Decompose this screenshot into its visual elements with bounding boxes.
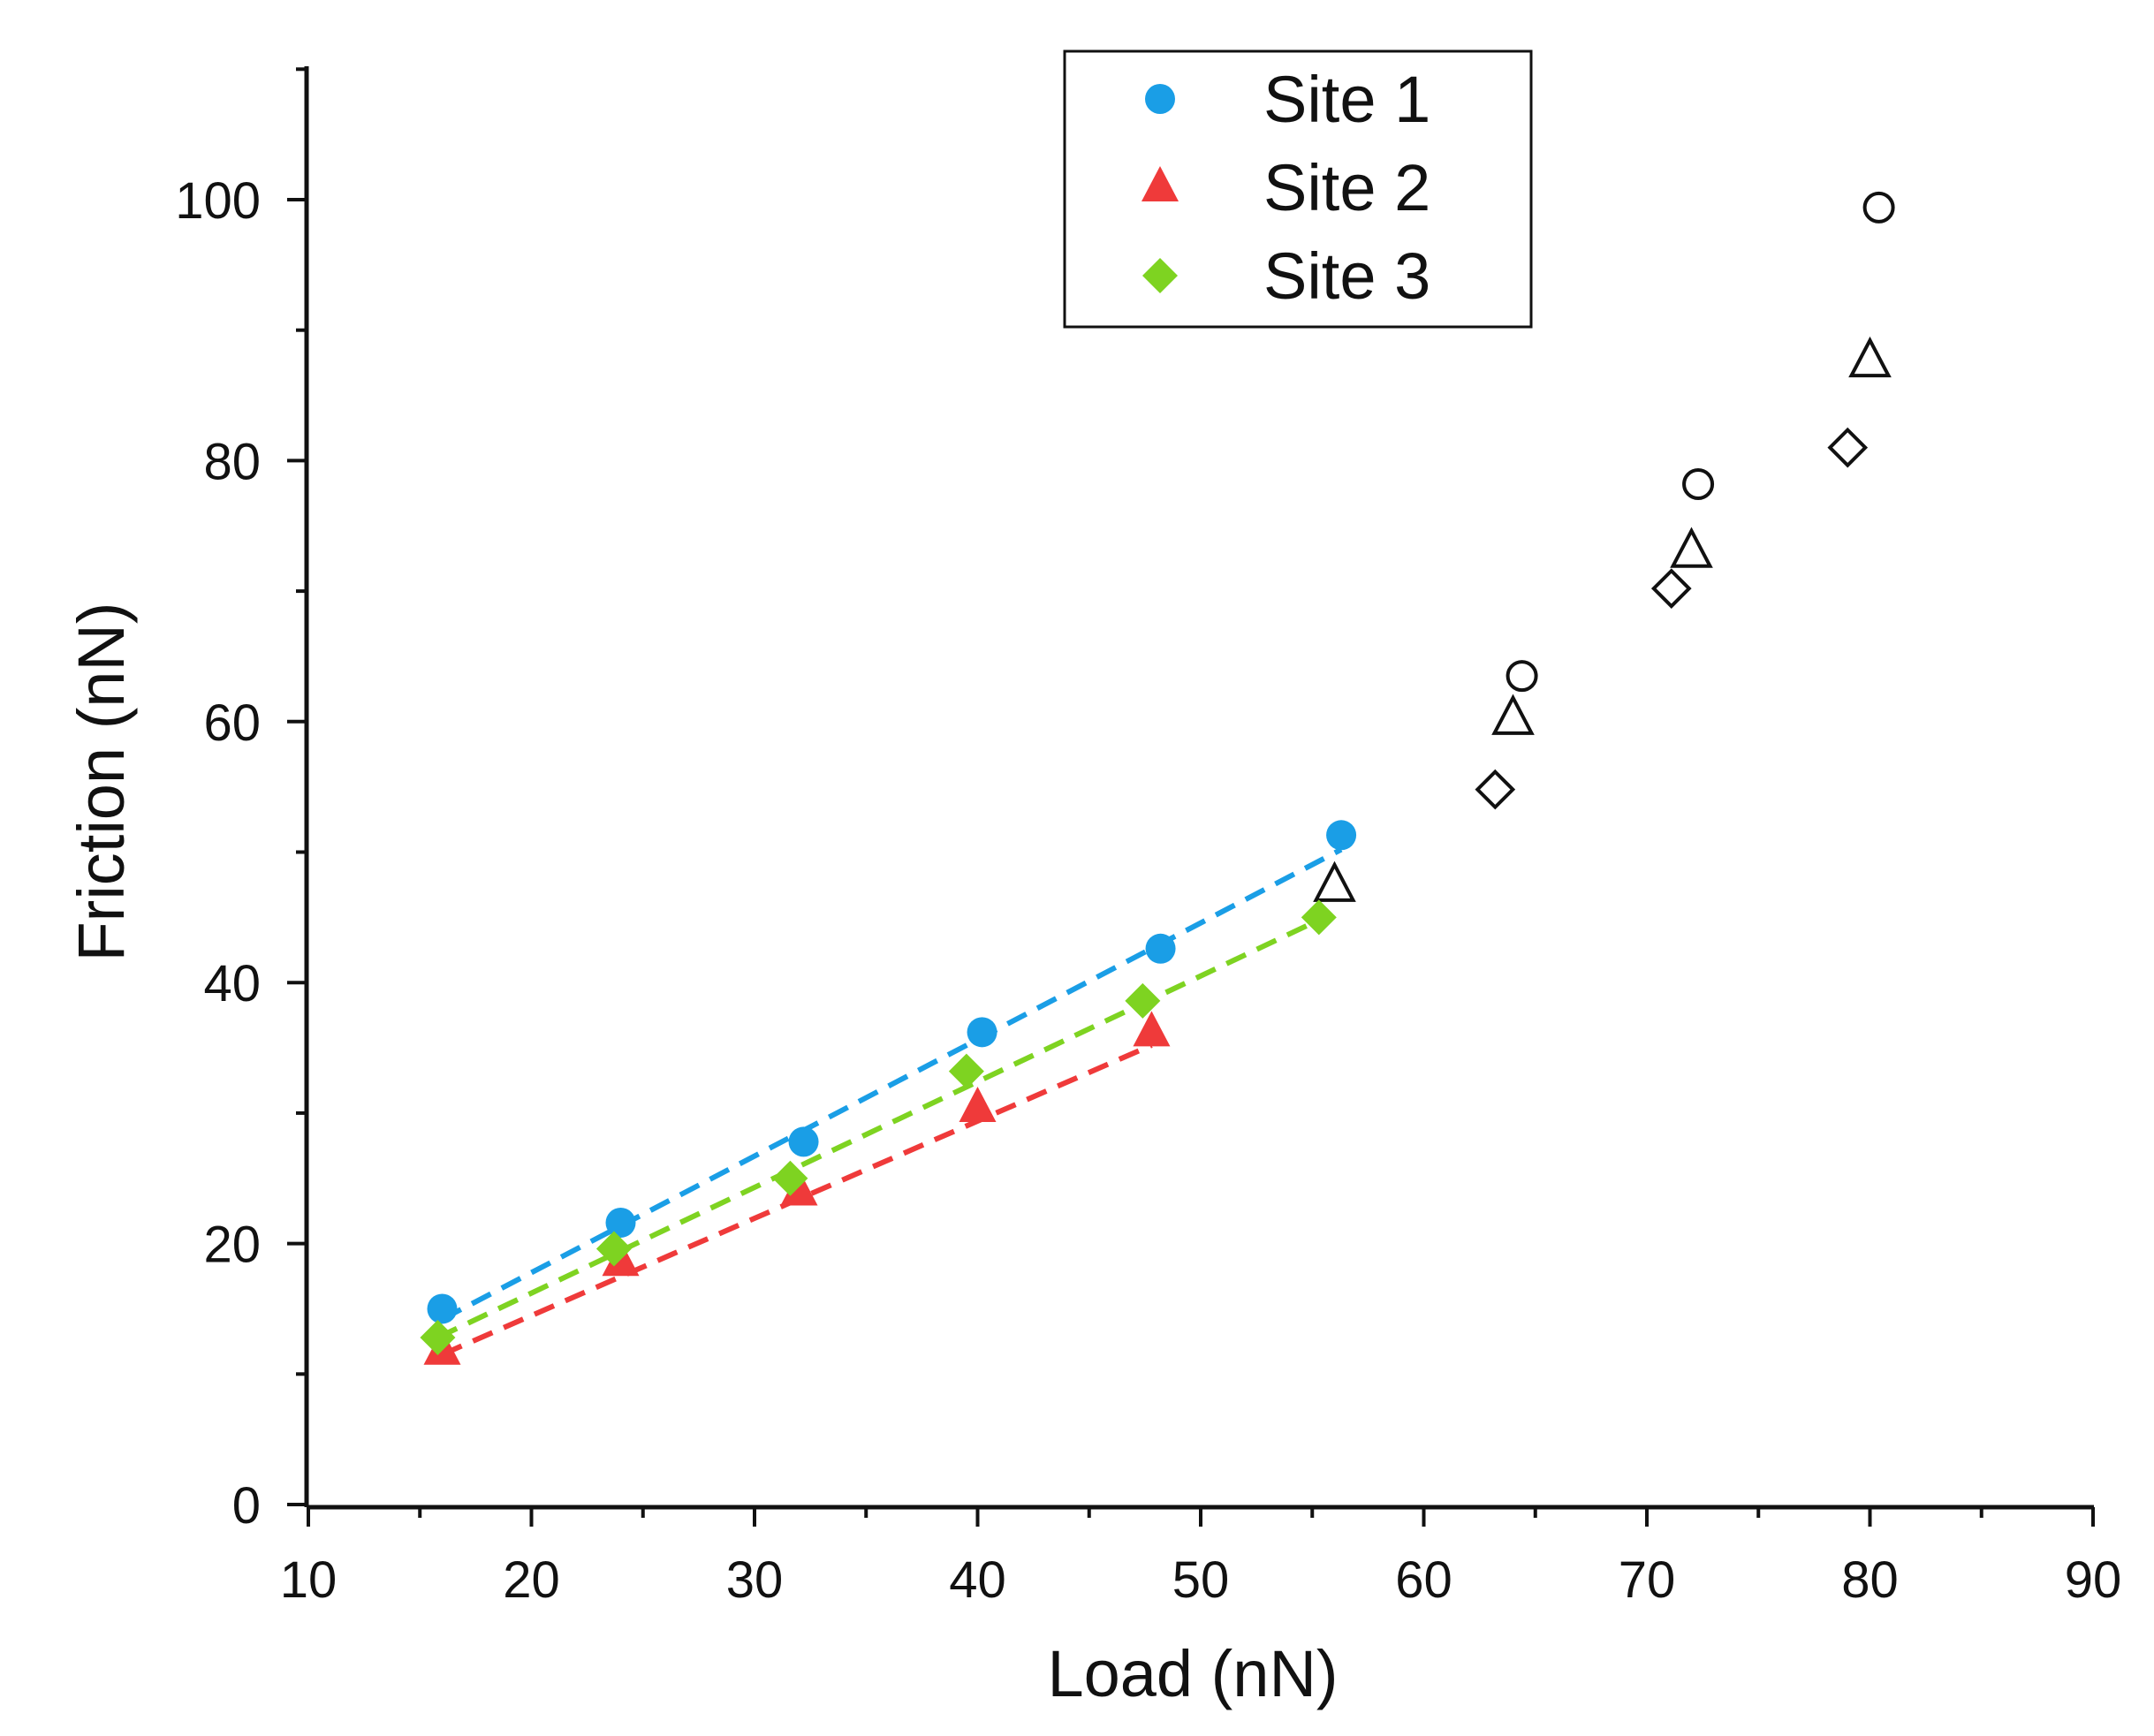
open-point-diamond <box>1827 427 1869 468</box>
x-tick-label: 40 <box>949 1551 1006 1609</box>
legend-marker-circle <box>1145 84 1175 114</box>
y-tick-label: 100 <box>175 172 261 230</box>
y-tick-label: 0 <box>232 1477 261 1535</box>
open-point-triangle <box>1491 694 1535 735</box>
y-tick-label: 20 <box>203 1217 261 1274</box>
x-tick-label: 90 <box>2065 1551 2122 1609</box>
legend-label: Site 1 <box>1263 63 1430 136</box>
data-point-triangle <box>780 1170 818 1206</box>
x-tick-label: 30 <box>726 1551 784 1609</box>
open-point-diamond <box>1475 769 1516 810</box>
data-points <box>420 191 1895 1365</box>
legend: Site 1 Site 2 Site 3 <box>1063 49 1533 329</box>
data-point-diamond <box>772 1160 808 1196</box>
x-axis-title: Load (nN) <box>1047 1637 1338 1710</box>
x-tick-label: 60 <box>1395 1551 1452 1609</box>
data-point-circle <box>427 1293 458 1324</box>
y-tick-label: 40 <box>203 955 261 1012</box>
x-tick-label: 10 <box>280 1551 338 1609</box>
data-point-triangle <box>959 1086 997 1122</box>
data-point-diamond <box>595 1231 632 1267</box>
open-point-circle <box>1682 467 1715 500</box>
open-point-circle <box>1506 660 1538 693</box>
x-tick-label: 50 <box>1172 1551 1230 1609</box>
data-point-triangle <box>1133 1011 1171 1047</box>
tick-labels: 10 20 30 40 50 60 70 80 90 0 20 40 60 80 100 <box>175 172 2121 1609</box>
y-tick-label: 80 <box>203 433 261 490</box>
fit-line-diamond <box>436 917 1321 1340</box>
legend-label: Site 3 <box>1263 239 1430 313</box>
fit-line-circle <box>441 846 1343 1322</box>
data-point-circle <box>1326 820 1357 851</box>
x-tick-label: 80 <box>1841 1551 1899 1609</box>
axes <box>287 66 2095 1527</box>
open-point-diamond <box>1650 568 1692 609</box>
data-point-circle <box>788 1126 819 1157</box>
data-point-circle <box>1145 933 1176 964</box>
data-point-diamond <box>1301 899 1337 936</box>
data-point-diamond <box>1125 982 1161 1019</box>
x-tick-label: 70 <box>1619 1551 1676 1609</box>
open-point-triangle <box>1848 336 1892 378</box>
y-axis-title: Friction (nN) <box>64 602 138 961</box>
data-point-diamond <box>420 1319 456 1355</box>
y-tick-label: 60 <box>203 694 261 752</box>
legend-marker-diamond <box>1142 258 1178 293</box>
x-tick-label: 20 <box>503 1551 560 1609</box>
legend-box <box>1063 49 1533 329</box>
legend-marker-triangle <box>1141 166 1179 201</box>
data-point-circle <box>967 1017 997 1048</box>
open-point-triangle <box>1313 860 1356 902</box>
data-point-diamond <box>948 1053 984 1089</box>
data-point-circle <box>605 1207 636 1238</box>
open-point-triangle <box>1670 527 1713 568</box>
open-point-circle <box>1862 191 1895 224</box>
legend-label: Site 2 <box>1263 151 1430 224</box>
